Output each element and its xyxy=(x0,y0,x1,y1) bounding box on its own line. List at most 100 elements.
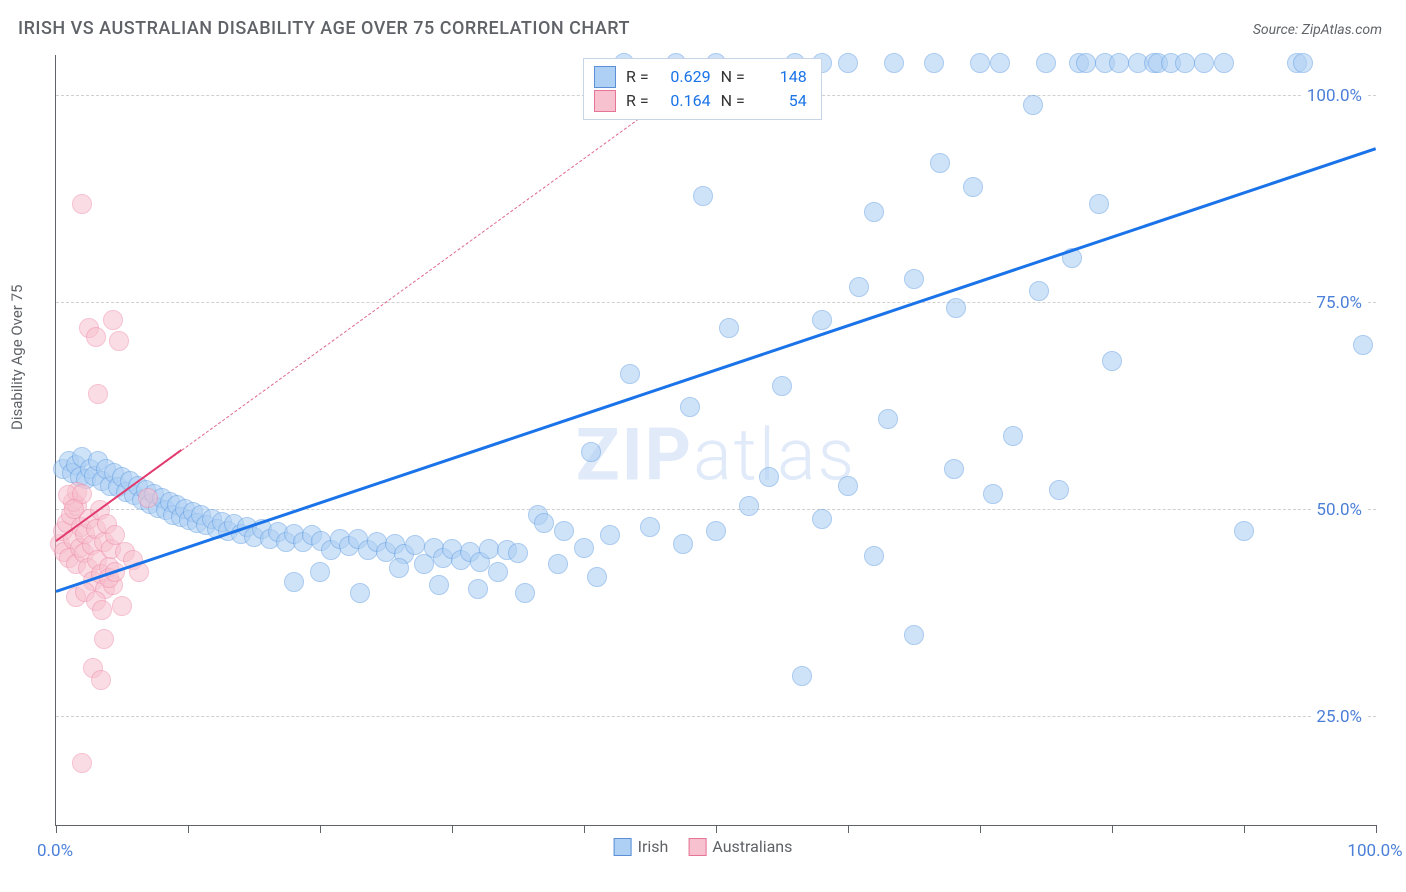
gridline xyxy=(56,509,1376,510)
chart-title: IRISH VS AUSTRALIAN DISABILITY AGE OVER … xyxy=(18,18,630,39)
point-irish xyxy=(587,567,607,587)
point-irish xyxy=(944,459,964,479)
point-irish xyxy=(1214,53,1234,73)
point-australians xyxy=(86,327,106,347)
point-irish xyxy=(620,364,640,384)
y-axis-label: Disability Age Over 75 xyxy=(8,285,26,430)
stat-n-label: N = xyxy=(721,89,745,113)
point-irish xyxy=(574,538,594,558)
point-irish xyxy=(350,583,370,603)
stats-row-irish: R =0.629N =148 xyxy=(594,65,807,89)
point-irish xyxy=(515,583,535,603)
point-irish xyxy=(479,539,499,559)
y-tick-label: 100.0% xyxy=(1303,86,1366,106)
point-australians xyxy=(72,753,92,773)
point-irish xyxy=(1029,281,1049,301)
point-irish xyxy=(792,666,812,686)
x-tick xyxy=(716,825,717,833)
point-irish xyxy=(534,513,554,533)
point-australians xyxy=(72,194,92,214)
point-australians xyxy=(92,600,112,620)
point-irish xyxy=(706,521,726,541)
legend-item-irish: Irish xyxy=(614,837,669,856)
x-tick xyxy=(188,825,189,833)
point-irish xyxy=(1109,53,1129,73)
point-irish xyxy=(739,496,759,516)
legend-swatch-irish xyxy=(614,838,632,856)
point-irish xyxy=(548,554,568,574)
y-tick-label: 25.0% xyxy=(1312,707,1366,727)
x-tick xyxy=(980,825,981,833)
point-irish xyxy=(878,409,898,429)
x-tick-label: 100.0% xyxy=(1347,841,1402,861)
point-irish xyxy=(1194,53,1214,73)
x-tick-label: 0.0% xyxy=(37,841,73,861)
x-tick xyxy=(56,825,57,833)
point-australians xyxy=(94,629,114,649)
point-irish xyxy=(429,575,449,595)
swatch-australians xyxy=(594,90,616,112)
point-irish xyxy=(904,269,924,289)
stat-r-label: R = xyxy=(626,65,649,89)
point-irish xyxy=(864,546,884,566)
point-irish xyxy=(310,562,330,582)
point-irish xyxy=(554,521,574,541)
x-tick xyxy=(1112,825,1113,833)
point-irish xyxy=(1076,53,1096,73)
point-irish xyxy=(772,376,792,396)
x-tick xyxy=(584,825,585,833)
point-irish xyxy=(600,525,620,545)
point-irish xyxy=(719,318,739,338)
gridline xyxy=(56,716,1376,717)
point-irish xyxy=(946,298,966,318)
point-irish xyxy=(389,558,409,578)
x-tick xyxy=(320,825,321,833)
swatch-irish xyxy=(594,66,616,88)
point-irish xyxy=(488,562,508,582)
point-irish xyxy=(970,53,990,73)
watermark: ZIPatlas xyxy=(576,413,856,498)
point-irish xyxy=(838,53,858,73)
point-irish xyxy=(1023,95,1043,115)
point-australians xyxy=(64,499,84,519)
point-irish xyxy=(640,517,660,537)
point-australians xyxy=(88,384,108,404)
point-australians xyxy=(91,670,111,690)
point-irish xyxy=(884,53,904,73)
point-australians xyxy=(103,310,123,330)
legend-swatch-australians xyxy=(688,838,706,856)
point-irish xyxy=(405,535,425,555)
source-label: Source: ZipAtlas.com xyxy=(1253,22,1382,38)
point-irish xyxy=(284,572,304,592)
stat-n-val: 54 xyxy=(755,89,807,113)
point-irish xyxy=(812,509,832,529)
point-irish xyxy=(1234,521,1254,541)
point-irish xyxy=(468,579,488,599)
stats-legend: R =0.629N =148R =0.164N =54 xyxy=(583,58,822,120)
legend-item-australians: Australians xyxy=(688,837,792,856)
point-irish xyxy=(924,53,944,73)
point-irish xyxy=(930,153,950,173)
point-irish xyxy=(864,202,884,222)
point-irish xyxy=(673,534,693,554)
x-tick xyxy=(848,825,849,833)
point-irish xyxy=(1036,53,1056,73)
scatter-plot: ZIPatlas 25.0%50.0%75.0%100.0% xyxy=(55,55,1376,826)
stats-row-australians: R =0.164N =54 xyxy=(594,89,807,113)
x-tick xyxy=(1244,825,1245,833)
point-irish xyxy=(1353,335,1373,355)
point-australians xyxy=(109,331,129,351)
point-irish xyxy=(1089,194,1109,214)
point-irish xyxy=(1003,426,1023,446)
point-irish xyxy=(508,543,528,563)
point-irish xyxy=(963,177,983,197)
stat-n-val: 148 xyxy=(755,65,807,89)
x-tick xyxy=(452,825,453,833)
point-irish xyxy=(1293,53,1313,73)
legend-label-australians: Australians xyxy=(712,837,792,856)
y-tick-label: 75.0% xyxy=(1312,293,1366,313)
point-irish xyxy=(680,397,700,417)
point-irish xyxy=(693,186,713,206)
point-irish xyxy=(983,484,1003,504)
point-irish xyxy=(849,277,869,297)
